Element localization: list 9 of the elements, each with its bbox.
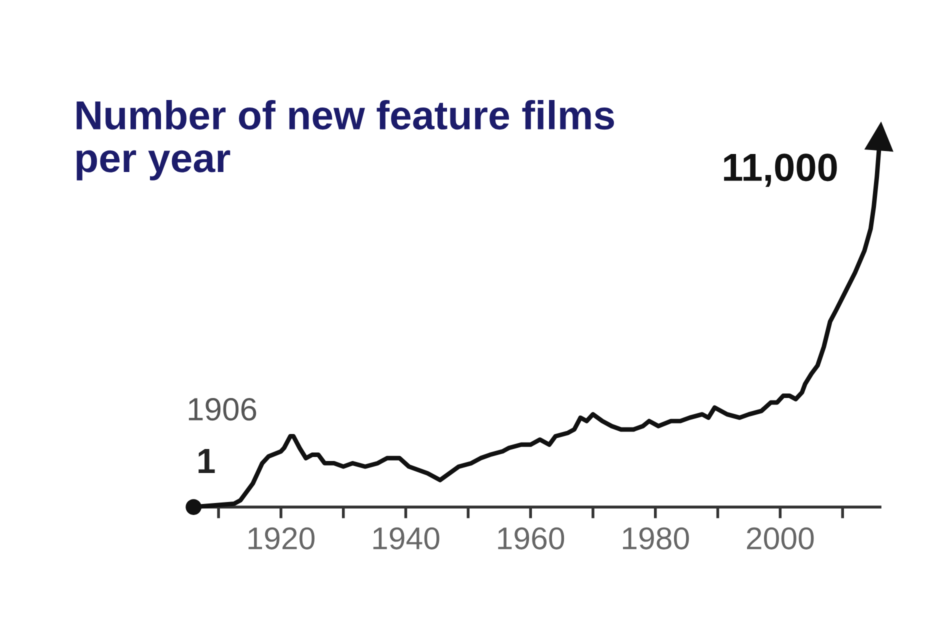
x-tick-label: 1960 xyxy=(498,527,564,550)
x-tick-label: 1920 xyxy=(248,527,314,550)
x-tick-label: 1980 xyxy=(622,527,689,550)
data-label: 1 xyxy=(198,449,215,473)
annotation: 1906 xyxy=(188,398,256,421)
data-label: 11,000 xyxy=(724,154,837,187)
x-tick-label: 1940 xyxy=(373,527,440,550)
chart-title: Number of new feature films per year xyxy=(76,100,614,180)
x-tick-label: 2000 xyxy=(746,527,814,550)
